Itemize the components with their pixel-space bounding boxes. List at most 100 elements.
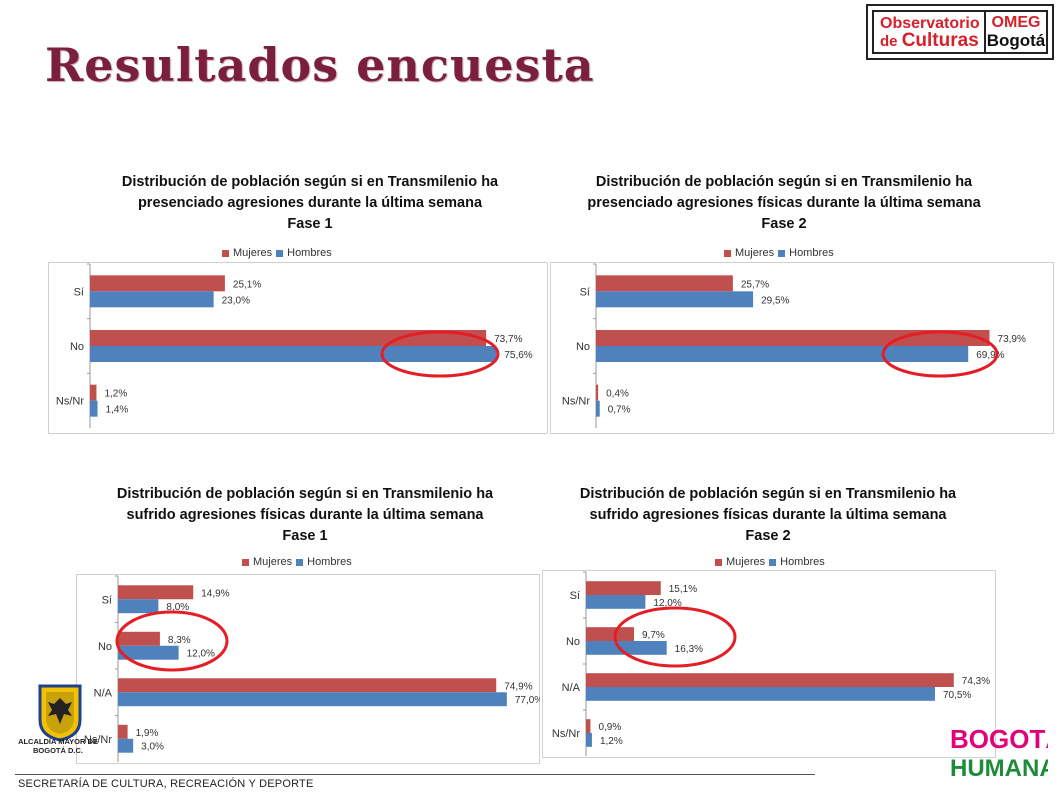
chart-2-title-line-1: Distribución de población según si en Tr… [595, 174, 973, 190]
plot-frame [550, 262, 1054, 434]
chart-1-legend: Mujeres Hombres [222, 247, 332, 259]
footer-divider [15, 774, 815, 775]
chart-3-title: Distribución de población según si en Tr… [55, 484, 555, 547]
data-label: 8,3% [168, 635, 191, 646]
data-label: 23,0% [222, 295, 250, 306]
bar-hombres [90, 400, 98, 417]
category-label: No [98, 641, 112, 653]
chart-2-title-line-2: presenciado agresiones físicas durante l… [587, 195, 981, 211]
data-label: 69,9% [976, 350, 1004, 361]
bar-hombres [586, 687, 935, 701]
bar-hombres [596, 291, 754, 308]
data-label: 1,9% [136, 728, 159, 739]
category-label: No [576, 341, 590, 353]
data-label: 74,9% [504, 681, 532, 692]
chart-4-title-line-3: Fase 2 [745, 528, 791, 544]
data-label: 73,7% [494, 334, 522, 345]
category-label: Sí [74, 286, 84, 298]
category-label: Ns/Nr [56, 396, 84, 408]
legend-swatch-hombres [296, 558, 304, 566]
category-label: N/A [562, 682, 581, 694]
legend-label-mujeres: Mujeres [233, 247, 273, 259]
category-label: Ns/Nr [562, 396, 590, 408]
data-label: 16,3% [675, 644, 703, 655]
alcaldia-logo-text: ALCALDÍA MAYOR DE BOGOTÁ D.C. [18, 737, 98, 755]
logo-omeg-text: OMEG [991, 14, 1041, 31]
chart-2-legend: Mujeres Hombres [724, 247, 834, 259]
data-label: 0,4% [606, 389, 629, 400]
bar-mujeres [586, 719, 591, 733]
data-label: 70,5% [943, 690, 971, 701]
chart-1-title-line-1: Distribución de población según si en Tr… [121, 174, 499, 190]
category-label: N/A [94, 687, 113, 699]
legend-label-hombres: Hombres [307, 556, 352, 568]
data-label: 1,2% [600, 736, 623, 747]
bogota-humana-logo: BOGOTÁ HUMANA [950, 724, 1048, 782]
logo-bogota-text: Bogotá [986, 31, 1046, 50]
page-title: Resultados encuesta [45, 38, 595, 92]
legend-swatch-mujeres [715, 558, 722, 566]
bar-hombres [596, 400, 600, 417]
bar-mujeres [118, 678, 497, 693]
data-label: 74,3% [962, 676, 990, 687]
chart-3-title-line-1: Distribución de población según si en Tr… [116, 486, 494, 502]
bar-hombres [118, 599, 159, 614]
bar-mujeres [586, 581, 661, 595]
chart-3-title-line-3: Fase 1 [282, 528, 328, 544]
data-label: 12,0% [187, 649, 215, 660]
chart-3-legend: Mujeres Hombres [242, 556, 352, 568]
logo-observatorio-text: Observatorio [880, 14, 980, 32]
category-label: Ns/Nr [84, 734, 112, 746]
data-label: 1,4% [106, 405, 129, 416]
bar-hombres [596, 346, 969, 362]
chart-3-title-line-2: sufrido agresiones físicas durante la úl… [126, 507, 484, 523]
plot-frame [76, 574, 540, 764]
chart-2-title-line-3: Fase 2 [761, 216, 807, 232]
chart-2-plot: Sí 25,7% 29,5% No 73,9% 69,9% Ns/Nr 0,4% 0,7% [550, 262, 1054, 434]
footer-text: SECRETARÍA DE CULTURA, RECREACIÓN Y DEPO… [18, 778, 314, 790]
category-label: Sí [580, 286, 590, 298]
legend-swatch-mujeres [222, 249, 229, 257]
data-label: 14,9% [201, 588, 229, 599]
legend-swatch-hombres [778, 249, 786, 257]
data-label: 77,0% [515, 695, 540, 706]
data-label: 25,7% [741, 279, 769, 290]
plot-frame [48, 262, 548, 434]
category-label: Ns/Nr [552, 728, 580, 740]
bar-mujeres [90, 384, 97, 401]
observatorio-culturas-logo: Observatorio de Culturas OMEG Bogotá [866, 4, 1054, 60]
logo-culturas-text: Culturas [901, 29, 979, 51]
data-label: 12,0% [653, 598, 681, 609]
chart-4-title-line-1: Distribución de población según si en Tr… [579, 486, 957, 502]
bar-mujeres [90, 330, 487, 346]
category-label: Sí [570, 590, 580, 602]
alcaldia-coat-of-arms-icon [38, 684, 82, 742]
chart-4-legend: Mujeres Hombres [715, 556, 825, 568]
chart-2-title: Distribución de población según si en Tr… [534, 172, 1034, 235]
legend-label-mujeres: Mujeres [735, 247, 775, 259]
bar-hombres [118, 692, 507, 707]
data-label: 75,6% [504, 350, 532, 361]
legend-swatch-hombres [769, 558, 777, 566]
data-label: 8,0% [166, 602, 189, 613]
category-label: No [566, 636, 580, 648]
data-label: 3,0% [141, 742, 164, 753]
legend-swatch-mujeres [724, 249, 731, 257]
legend-label-mujeres: Mujeres [726, 556, 766, 568]
data-label: 73,9% [998, 334, 1026, 345]
category-label: No [70, 341, 84, 353]
data-label: 29,5% [761, 295, 789, 306]
logo-de-text: de [880, 32, 898, 50]
data-label: 0,7% [608, 405, 631, 416]
bar-mujeres [596, 330, 990, 346]
data-label: 15,1% [669, 584, 697, 595]
chart-1-title: Distribución de población según si en Tr… [60, 172, 560, 235]
category-label: Sí [102, 594, 112, 606]
chart-4-plot: Sí 15,1% 12,0% No 9,7% 16,3% N/A 74,3% 70,5% Ns/N… [542, 570, 996, 758]
legend-label-hombres: Hombres [780, 556, 825, 568]
chart-3-plot: Sí 14,9% 8,0% No 8,3% 12,0% N/A 74,9% 77,0% Ns/Nr… [76, 574, 540, 764]
legend-label-mujeres: Mujeres [253, 556, 293, 568]
bar-mujeres [586, 673, 954, 687]
bar-mujeres [596, 275, 733, 292]
data-label: 9,7% [642, 630, 665, 641]
